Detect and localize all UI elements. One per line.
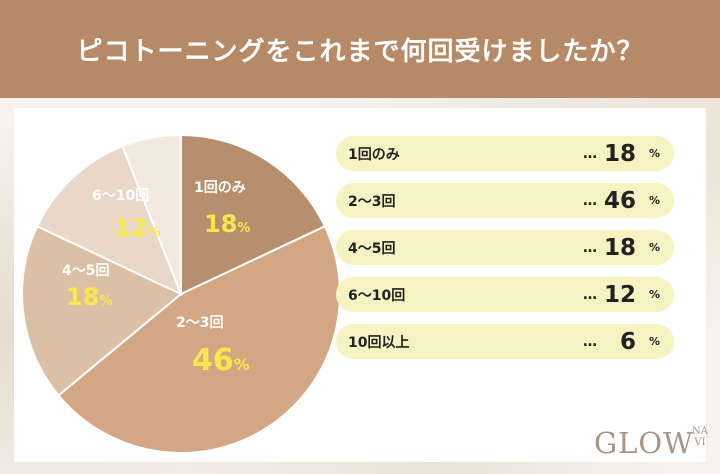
legend-value: 18 [603,234,636,261]
legend-value: 12 [603,281,636,308]
pie-value-label: 46% [192,343,250,378]
logo-sub-top: NA [692,426,708,437]
pie-slice-4 [35,144,183,296]
legend-dots: … [583,333,598,350]
pie-value-label: 18% [66,283,112,311]
pie-slice-3 [21,224,183,397]
legend-unit: % [648,147,660,160]
legend-unit: % [648,241,660,254]
legend-row: 2〜3回 … 46% [336,183,674,218]
page-title: ピコトーニングをこれまで何回受けましたか？ [76,36,644,67]
legend-dots: … [583,286,598,303]
legend-value: 6 [619,328,636,355]
legend-category: 6〜10回 [348,287,406,304]
logo-text: GLOW [593,426,694,460]
pie-slice-5 [121,133,182,295]
legend-value: 46 [603,187,636,214]
legend-row: 4〜5回 … 18% [336,230,674,265]
legend-unit: % [648,335,660,348]
pie-slice-1 [180,133,327,296]
legend-unit: % [648,194,660,207]
logo-sub-bottom: VI [694,437,706,448]
legend-category: 1回のみ [348,146,400,163]
pie-value-label: 12% [114,214,160,242]
pie-category-label: 2〜3回 [176,315,223,331]
legend-dots: … [583,145,598,162]
pie-category-label: 6〜10回 [92,188,149,204]
glow-navi-logo: GLOW NA VI [593,426,708,462]
legend-unit: % [648,288,660,301]
legend-row: 1回のみ … 18% [336,136,674,171]
pie-category-label: 1回のみ [194,180,246,196]
logo-sub: NA VI [692,426,708,448]
pie-value-label: 18% [204,210,250,238]
legend-row: 10回以上 … 6% [336,324,674,359]
legend-category: 2〜3回 [348,193,396,210]
legend-dots: … [583,239,598,256]
legend-value: 18 [603,140,636,167]
legend-row: 6〜10回 … 12% [336,277,674,312]
legend-category: 4〜5回 [348,240,396,257]
pie-category-label: 4〜5回 [62,263,109,279]
header-banner: ピコトーニングをこれまで何回受けましたか？ [0,0,720,98]
legend-dots: … [583,192,598,209]
legend-category: 10回以上 [348,334,410,351]
